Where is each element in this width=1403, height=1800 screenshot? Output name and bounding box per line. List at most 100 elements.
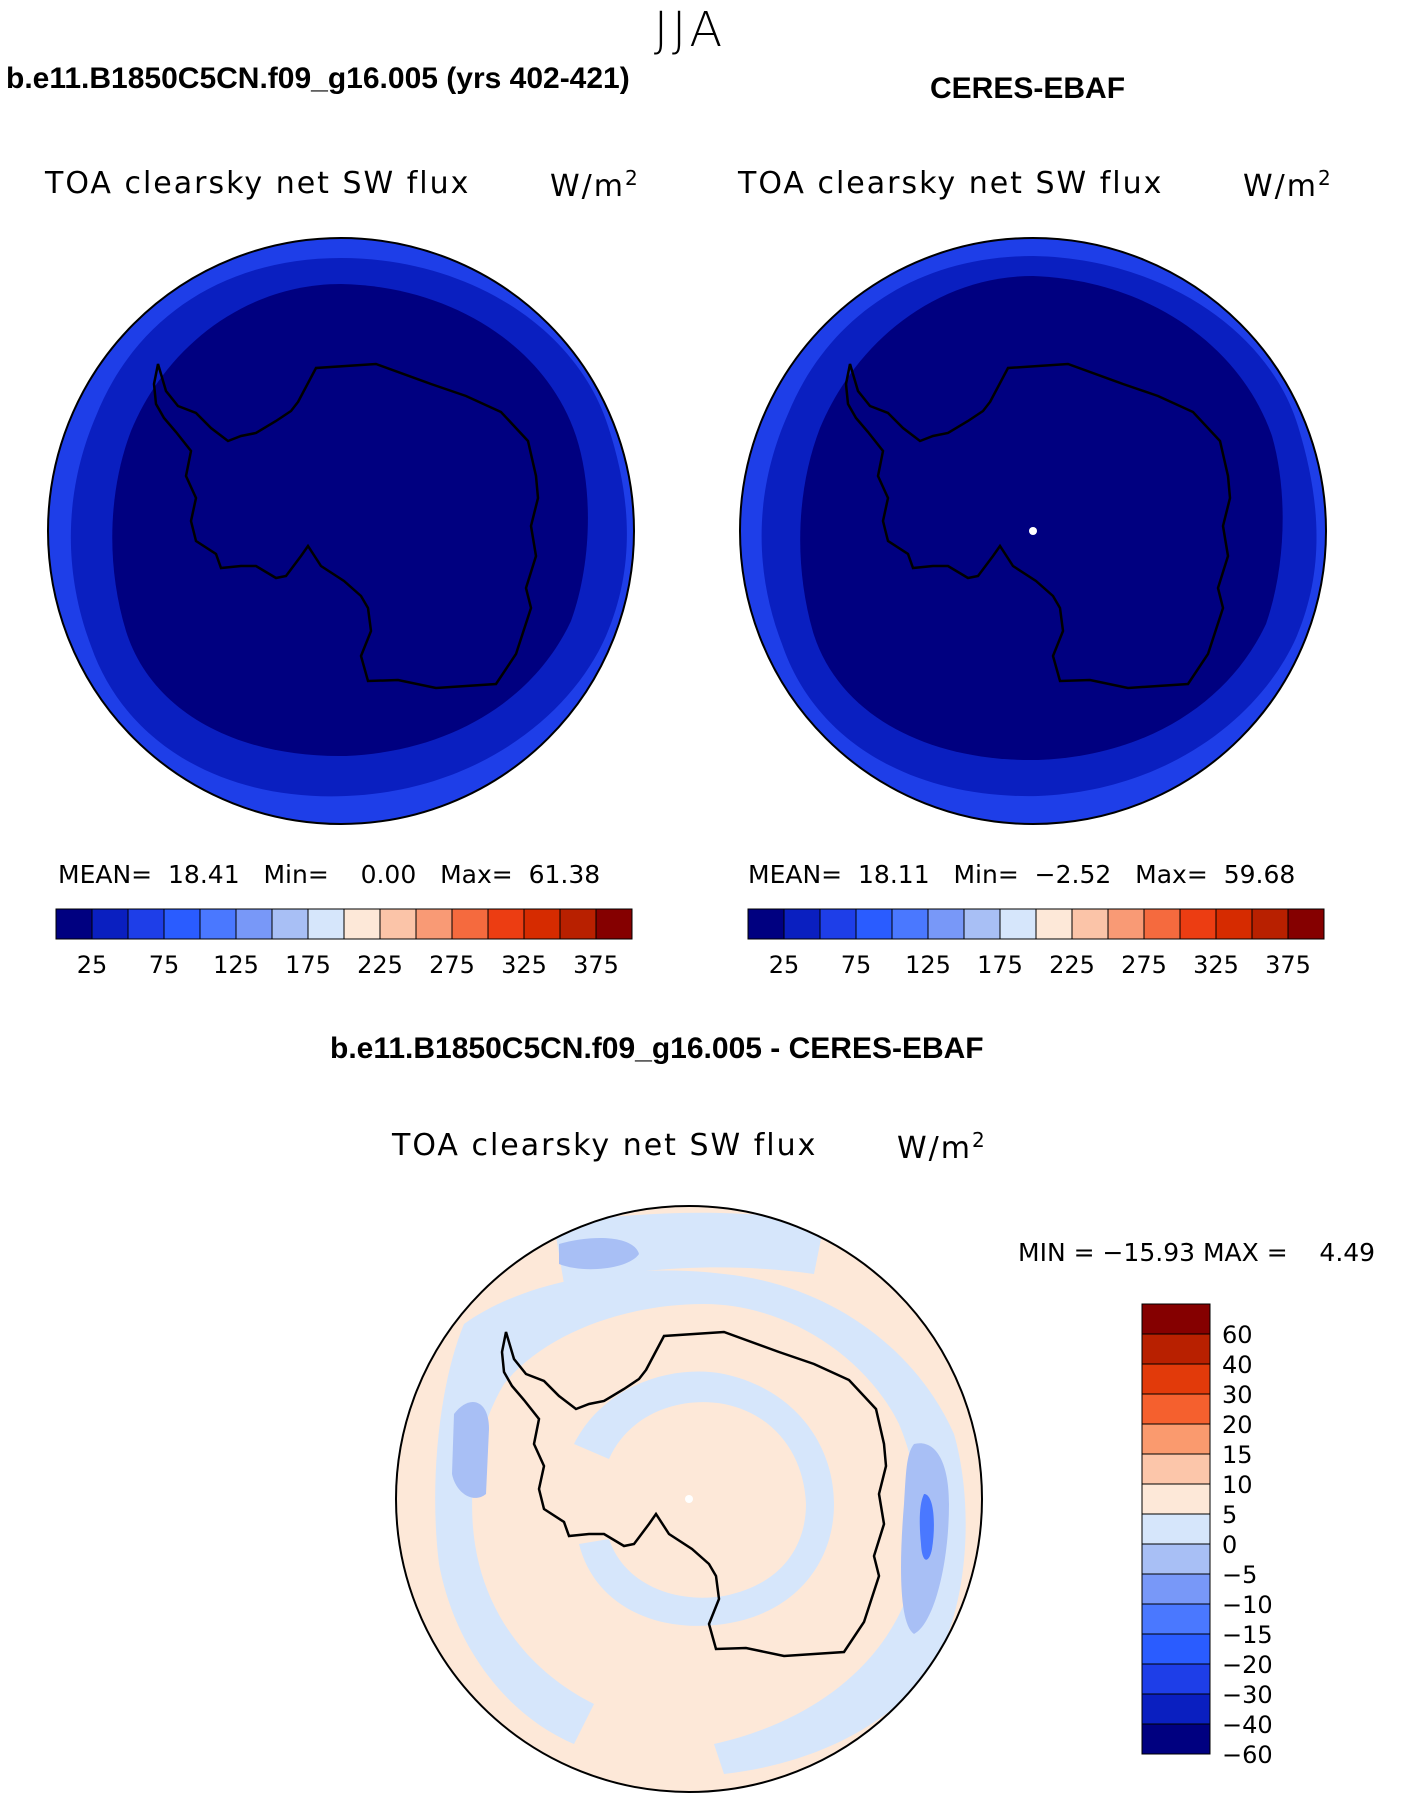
model-colorbar-swatch <box>307 908 345 940</box>
obs-case-title: CERES-EBAF <box>930 72 1126 105</box>
model-colorbar-tick-label: 325 <box>501 951 547 979</box>
obs-colorbar-swatch <box>1071 908 1109 940</box>
model-colorbar-tick-label: 125 <box>213 951 259 979</box>
diff-colorbar-tick-label: 5 <box>1222 1501 1237 1529</box>
model-colorbar-swatch <box>343 908 381 940</box>
obs-colorbar-tick-label: 175 <box>977 951 1023 979</box>
model-colorbar-swatch <box>199 908 237 940</box>
model-field-title: TOA clearsky net SW flux <box>45 166 471 201</box>
diff-negative-core-east <box>919 1494 934 1560</box>
obs-field-title: TOA clearsky net SW flux <box>738 166 1164 201</box>
diff-colorbar-swatch <box>1141 1363 1211 1395</box>
model-colorbar-swatch <box>127 908 165 940</box>
model-colorbar-tick-label: 75 <box>149 951 180 979</box>
diff-colorbar-swatch <box>1141 1693 1211 1725</box>
diff-negative-ring <box>435 1270 966 1774</box>
diff-colorbar-swatch <box>1141 1603 1211 1635</box>
model-units: W/m2 <box>550 166 640 204</box>
diff-map-boundary <box>395 1205 983 1793</box>
diff-colorbar-tick-label: −60 <box>1222 1741 1273 1769</box>
model-colorbar: 25 75 125 175 225 275 325 375 <box>55 908 633 979</box>
model-case-title: b.e11.B1850C5CN.f09_g16.005 (yrs 402-421… <box>6 62 630 95</box>
obs-colorbar-swatch <box>855 908 893 940</box>
model-colorbar-tick-label: 375 <box>573 951 619 979</box>
obs-polar-map <box>739 237 1327 825</box>
diff-colorbar-tick-label: −5 <box>1222 1561 1257 1589</box>
model-colorbar-swatch <box>415 908 453 940</box>
model-colorbar-swatch <box>523 908 561 940</box>
model-colorbar-swatch <box>235 908 273 940</box>
obs-colorbar-swatch <box>963 908 1001 940</box>
obs-colorbar-swatch <box>1143 908 1181 940</box>
obs-colorbar-swatch <box>1215 908 1253 940</box>
diff-colorbar-swatch <box>1141 1423 1211 1455</box>
obs-colorbar-tick-label: 325 <box>1193 951 1239 979</box>
diff-pole-marker <box>685 1495 693 1503</box>
model-colorbar-tick-label: 175 <box>285 951 331 979</box>
diff-title: b.e11.B1850C5CN.f09_g16.005 - CERES-EBAF <box>330 1032 984 1065</box>
obs-colorbar-tick-label: 225 <box>1049 951 1095 979</box>
model-colorbar-swatch <box>451 908 489 940</box>
diff-colorbar-swatch <box>1141 1723 1211 1755</box>
model-stats: MEAN= 18.41 Min= 0.00 Max= 61.38 <box>58 860 601 889</box>
diff-negative-patch-west <box>452 1402 489 1498</box>
obs-colorbar-swatch <box>1107 908 1145 940</box>
obs-colorbar-swatch <box>1251 908 1289 940</box>
diff-colorbar-tick-label: −30 <box>1222 1681 1273 1709</box>
model-colorbar-swatch <box>55 908 93 940</box>
model-colorbar-tick-label: 275 <box>429 951 475 979</box>
diff-colorbar-swatch <box>1141 1513 1211 1545</box>
diff-colorbar-tick-label: −20 <box>1222 1651 1273 1679</box>
obs-colorbar-swatch <box>891 908 929 940</box>
model-colorbar-swatch <box>91 908 129 940</box>
model-map-boundary <box>47 237 635 825</box>
model-colorbar-swatch <box>163 908 201 940</box>
model-antarctica-coastline <box>152 362 540 690</box>
diff-negative-patch-north2 <box>559 1238 639 1270</box>
diff-colorbar-tick-label: 0 <box>1222 1531 1237 1559</box>
obs-colorbar-swatch <box>747 908 785 940</box>
diff-colorbar-swatch <box>1141 1333 1211 1365</box>
diff-minmax: MIN = −15.93 MAX = 4.49 <box>1018 1238 1376 1267</box>
obs-units: W/m2 <box>1243 166 1333 204</box>
diff-colorbar-swatch <box>1141 1393 1211 1425</box>
obs-colorbar: 25 75 125 175 225 275 325 375 <box>747 908 1325 979</box>
model-polar-map <box>47 237 635 825</box>
diff-colorbar-tick-label: 15 <box>1222 1441 1253 1469</box>
diff-units: W/m2 <box>897 1128 987 1166</box>
diff-colorbar-tick-label: 30 <box>1222 1381 1253 1409</box>
model-inner-region <box>112 284 588 757</box>
obs-map-boundary <box>739 237 1327 825</box>
model-colorbar-swatch <box>559 908 597 940</box>
diff-colorbar-swatch <box>1141 1543 1211 1575</box>
diff-colorbar-tick-label: 10 <box>1222 1471 1253 1499</box>
diff-colorbar-tick-label: 60 <box>1222 1321 1253 1349</box>
obs-colorbar-tick-label: 125 <box>905 951 951 979</box>
diff-colorbar-swatch <box>1141 1663 1211 1695</box>
diff-colorbar-swatch <box>1141 1573 1211 1605</box>
model-colorbar-tick-label: 25 <box>77 951 108 979</box>
obs-colorbar-swatch <box>819 908 857 940</box>
obs-colorbar-swatch <box>999 908 1037 940</box>
obs-stats: MEAN= 18.11 Min= −2.52 Max= 59.68 <box>748 860 1296 889</box>
model-colorbar-swatch <box>487 908 525 940</box>
obs-antarctica-coastline <box>844 362 1232 690</box>
obs-colorbar-tick-label: 275 <box>1121 951 1167 979</box>
diff-antarctica-coastline <box>500 1330 888 1658</box>
diff-colorbar-swatch <box>1141 1453 1211 1485</box>
diff-colorbar-swatch <box>1141 1633 1211 1665</box>
obs-colorbar-swatch <box>783 908 821 940</box>
model-colorbar-tick-label: 225 <box>357 951 403 979</box>
obs-pole-marker <box>1029 527 1037 535</box>
diff-colorbar-swatch <box>1141 1483 1211 1515</box>
diff-colorbar-tick-label: −10 <box>1222 1591 1273 1619</box>
obs-colorbar-swatch <box>927 908 965 940</box>
obs-colorbar-tick-label: 375 <box>1265 951 1311 979</box>
obs-colorbar-swatch <box>1179 908 1217 940</box>
diff-colorbar-swatch <box>1141 1303 1211 1335</box>
diff-polar-map <box>395 1205 983 1793</box>
diff-colorbar-tick-label: −40 <box>1222 1711 1273 1739</box>
model-colorbar-swatch <box>271 908 309 940</box>
diff-field-title: TOA clearsky net SW flux <box>392 1128 818 1163</box>
